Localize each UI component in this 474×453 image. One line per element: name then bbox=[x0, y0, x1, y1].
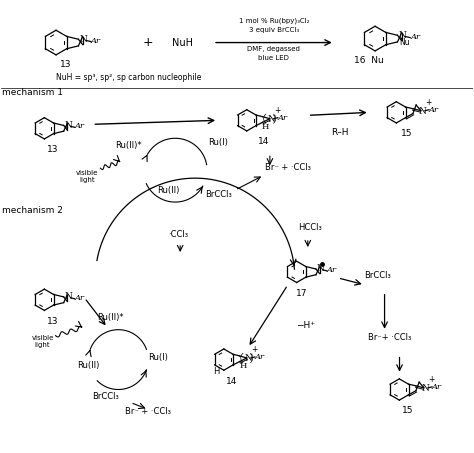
Text: N: N bbox=[245, 354, 253, 363]
Text: N: N bbox=[64, 292, 72, 301]
Text: Ru(II): Ru(II) bbox=[77, 361, 100, 370]
Text: 16  Nu: 16 Nu bbox=[354, 56, 383, 64]
Text: N: N bbox=[422, 384, 430, 393]
Text: Ar: Ar bbox=[410, 33, 420, 41]
Text: Ar: Ar bbox=[255, 353, 265, 361]
Text: N: N bbox=[80, 35, 88, 44]
Text: Ru(II): Ru(II) bbox=[157, 186, 179, 195]
Text: BrCCl₃: BrCCl₃ bbox=[365, 271, 392, 280]
Text: visible
light: visible light bbox=[76, 170, 99, 183]
Text: blue LED: blue LED bbox=[258, 54, 289, 61]
Text: Ar: Ar bbox=[278, 114, 288, 122]
Text: Br⁻+ ·CCl₃: Br⁻+ ·CCl₃ bbox=[368, 333, 411, 342]
Text: 15: 15 bbox=[402, 406, 413, 415]
Text: −H⁺: −H⁺ bbox=[296, 321, 315, 330]
Text: Br⁻ + ·CCl₃: Br⁻ + ·CCl₃ bbox=[265, 163, 311, 172]
Text: NuH: NuH bbox=[172, 38, 192, 48]
Text: Ar: Ar bbox=[74, 294, 85, 302]
Text: ·CCl₃: ·CCl₃ bbox=[168, 230, 188, 239]
Text: 17: 17 bbox=[296, 289, 308, 298]
Text: mechanism 1: mechanism 1 bbox=[2, 88, 63, 97]
Text: Ru(II)*: Ru(II)* bbox=[115, 141, 142, 150]
Text: 15: 15 bbox=[401, 129, 412, 138]
Text: Br⁻ + ·CCl₃: Br⁻ + ·CCl₃ bbox=[125, 407, 171, 416]
Text: Ar: Ar bbox=[429, 106, 439, 114]
Text: +: + bbox=[274, 106, 281, 115]
Text: Ru(II)*: Ru(II)* bbox=[97, 313, 124, 322]
Text: 13: 13 bbox=[47, 145, 58, 154]
Text: N: N bbox=[317, 265, 324, 273]
Text: DMF, degassed: DMF, degassed bbox=[247, 46, 301, 52]
Text: +: + bbox=[428, 375, 435, 384]
Text: H: H bbox=[213, 366, 219, 376]
Text: R–H: R–H bbox=[331, 128, 348, 137]
Text: 13: 13 bbox=[47, 317, 58, 326]
Text: 14: 14 bbox=[258, 137, 269, 146]
Text: +: + bbox=[426, 98, 432, 107]
Text: 3 equiv BrCCl₃: 3 equiv BrCCl₃ bbox=[249, 27, 299, 33]
Text: BrCCl₃: BrCCl₃ bbox=[92, 392, 119, 401]
Text: NuH = sp³, sp², sp carbon nucleophile: NuH = sp³, sp², sp carbon nucleophile bbox=[55, 73, 201, 82]
Text: visible
light: visible light bbox=[31, 335, 54, 348]
Text: Ru(I): Ru(I) bbox=[208, 138, 228, 147]
Text: Nu: Nu bbox=[400, 39, 410, 48]
Text: +: + bbox=[143, 36, 154, 49]
Text: N: N bbox=[268, 115, 275, 124]
Text: H: H bbox=[239, 362, 246, 370]
Text: mechanism 2: mechanism 2 bbox=[2, 206, 63, 215]
Text: Ar: Ar bbox=[91, 37, 101, 44]
Text: H: H bbox=[262, 123, 269, 131]
Text: 14: 14 bbox=[226, 376, 237, 386]
Text: Ar: Ar bbox=[74, 122, 85, 130]
Text: BrCCl₃: BrCCl₃ bbox=[205, 190, 231, 199]
Text: N: N bbox=[399, 31, 407, 40]
Text: 1 mol % Ru(bpy)₃Cl₂: 1 mol % Ru(bpy)₃Cl₂ bbox=[238, 18, 309, 24]
Text: +: + bbox=[252, 345, 258, 354]
Text: Ar: Ar bbox=[432, 383, 442, 391]
Text: Ru(I): Ru(I) bbox=[148, 352, 168, 361]
Text: N: N bbox=[419, 107, 427, 116]
Text: N: N bbox=[64, 121, 72, 130]
Text: 13: 13 bbox=[60, 61, 71, 69]
Text: Ar: Ar bbox=[327, 266, 337, 274]
Text: HCCl₃: HCCl₃ bbox=[298, 223, 322, 232]
